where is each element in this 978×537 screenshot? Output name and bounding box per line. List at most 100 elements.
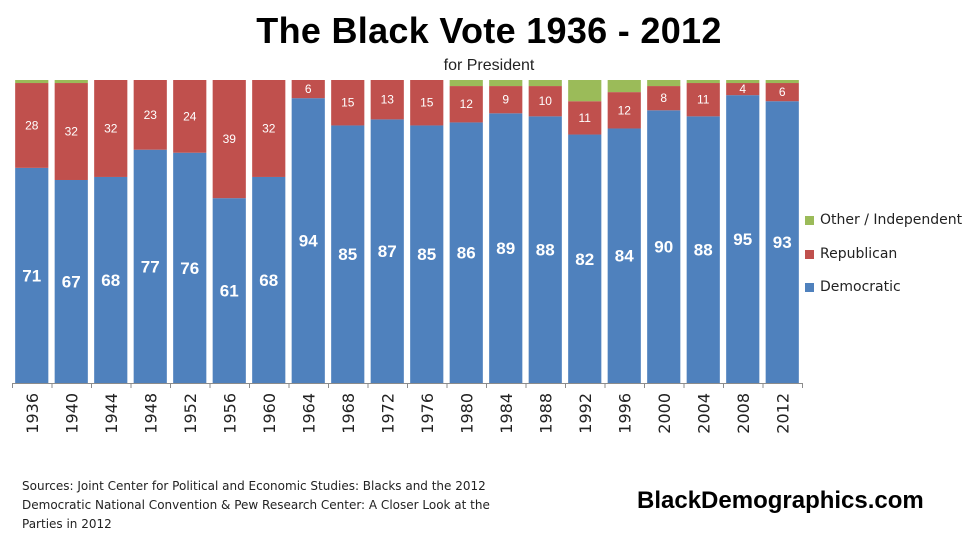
bar-republican-2012 xyxy=(765,83,799,102)
bar-republican-1944 xyxy=(94,80,128,177)
bar-democratic-1992 xyxy=(568,134,602,383)
x-tick-label-1988: 1988 xyxy=(536,393,555,434)
data-label-democratic-2012: 93 xyxy=(773,233,792,252)
sources-line: Parties in 2012 xyxy=(22,517,112,531)
x-tick-label-1972: 1972 xyxy=(378,393,397,434)
legend-swatch-republican xyxy=(805,250,814,259)
bar-other-1988 xyxy=(528,80,562,87)
bar-other-1940 xyxy=(54,80,88,84)
bar-republican-1940 xyxy=(54,83,88,180)
bar-republican-1980 xyxy=(449,86,483,123)
data-label-democratic-1996: 84 xyxy=(615,247,634,266)
chart-subtitle: for President xyxy=(443,57,535,74)
data-label-republican-1996: 12 xyxy=(618,103,632,117)
data-label-republican-1968: 15 xyxy=(341,96,355,110)
bar-democratic-1944 xyxy=(94,176,128,383)
bar-democratic-1996 xyxy=(607,128,641,383)
x-tick-label-1960: 1960 xyxy=(260,393,279,434)
bar-democratic-1988 xyxy=(528,116,562,384)
x-tick-label-1936: 1936 xyxy=(23,393,42,434)
bar-democratic-1976 xyxy=(410,125,444,383)
data-label-republican-1940: 32 xyxy=(65,125,79,139)
bar-democratic-2008 xyxy=(726,95,760,384)
bar-republican-2000 xyxy=(647,86,681,111)
legend-label-democratic: Democratic xyxy=(820,279,901,295)
x-tick-label-1968: 1968 xyxy=(339,393,358,434)
bar-other-2008 xyxy=(726,80,760,84)
legend-label-other: Other / Independent xyxy=(820,212,963,228)
sources-line: Sources: Joint Center for Political and … xyxy=(22,479,486,493)
bar-other-1936 xyxy=(15,80,49,84)
x-tick-label-1984: 1984 xyxy=(497,393,516,434)
data-label-republican-1936: 28 xyxy=(25,118,39,132)
data-label-democratic-2008: 95 xyxy=(733,230,752,249)
legend-label-republican: Republican xyxy=(820,246,898,262)
data-label-democratic-1956: 61 xyxy=(220,282,239,301)
data-label-republican-2000: 8 xyxy=(660,91,667,105)
x-tick-label-1944: 1944 xyxy=(102,393,121,434)
data-label-democratic-1992: 82 xyxy=(575,250,594,269)
bar-republican-1984 xyxy=(489,86,523,114)
x-tick-label-1956: 1956 xyxy=(220,393,239,434)
x-tick-label-2004: 2004 xyxy=(694,393,713,434)
bar-democratic-1984 xyxy=(489,113,523,383)
data-label-democratic-1960: 68 xyxy=(259,271,278,290)
data-label-democratic-1936: 71 xyxy=(22,266,41,285)
data-label-republican-1992: 11 xyxy=(579,111,592,125)
data-label-democratic-1980: 86 xyxy=(457,244,476,263)
data-label-republican-1960: 32 xyxy=(262,121,276,135)
data-label-democratic-2000: 90 xyxy=(654,238,673,257)
bar-republican-1960 xyxy=(252,80,286,177)
bar-republican-1964 xyxy=(291,80,325,99)
sources-note: Sources: Joint Center for Political and … xyxy=(22,477,612,534)
data-label-democratic-1952: 76 xyxy=(180,259,199,278)
bar-republican-2008 xyxy=(726,83,760,96)
data-label-republican-1944: 32 xyxy=(104,121,118,135)
bar-other-1984 xyxy=(489,80,523,87)
bar-democratic-2004 xyxy=(686,116,720,384)
bar-democratic-1956 xyxy=(212,198,246,383)
x-tick-label-1940: 1940 xyxy=(62,393,81,434)
data-label-democratic-1972: 87 xyxy=(378,242,397,261)
bar-democratic-1960 xyxy=(252,176,286,383)
bar-democratic-1952 xyxy=(173,152,207,383)
bar-democratic-1980 xyxy=(449,122,483,384)
bar-republican-1996 xyxy=(607,92,641,129)
bar-democratic-1964 xyxy=(291,98,325,384)
bar-other-1996 xyxy=(607,80,641,93)
x-tick-label-1952: 1952 xyxy=(181,393,200,434)
bar-democratic-2012 xyxy=(765,101,799,384)
bar-democratic-1940 xyxy=(54,179,88,383)
data-label-republican-1956: 39 xyxy=(223,132,237,146)
data-label-republican-2012: 6 xyxy=(779,85,786,99)
data-label-democratic-2004: 88 xyxy=(694,241,713,260)
data-label-republican-1948: 23 xyxy=(144,108,158,122)
data-label-democratic-1976: 85 xyxy=(417,245,436,264)
bar-democratic-1936 xyxy=(15,167,49,383)
bar-republican-1956 xyxy=(212,80,246,199)
legend-swatch-other xyxy=(805,216,814,225)
bar-democratic-1968 xyxy=(331,125,365,383)
data-label-republican-1972: 13 xyxy=(381,93,395,107)
data-label-democratic-1944: 68 xyxy=(101,271,120,290)
x-tick-label-2012: 2012 xyxy=(773,393,792,434)
data-label-republican-1980: 12 xyxy=(460,97,474,111)
sources-line: Democratic National Convention & Pew Res… xyxy=(22,498,490,512)
bar-other-1992 xyxy=(568,80,602,102)
data-label-republican-1952: 24 xyxy=(183,109,197,123)
bar-democratic-1972 xyxy=(370,119,404,383)
bar-republican-2004 xyxy=(686,83,720,117)
data-label-democratic-1988: 88 xyxy=(536,241,555,260)
bar-republican-1968 xyxy=(331,80,365,126)
data-label-democratic-1968: 85 xyxy=(338,245,357,264)
data-label-democratic-1964: 94 xyxy=(299,232,318,251)
data-label-republican-1964: 6 xyxy=(305,82,312,96)
bar-other-2004 xyxy=(686,80,720,84)
data-label-democratic-1948: 77 xyxy=(141,257,160,276)
x-tick-label-1948: 1948 xyxy=(141,393,160,434)
legend-swatch-democratic xyxy=(805,283,814,292)
bar-democratic-2000 xyxy=(647,110,681,384)
bar-democratic-1948 xyxy=(133,149,167,383)
x-tick-label-2000: 2000 xyxy=(655,393,674,434)
